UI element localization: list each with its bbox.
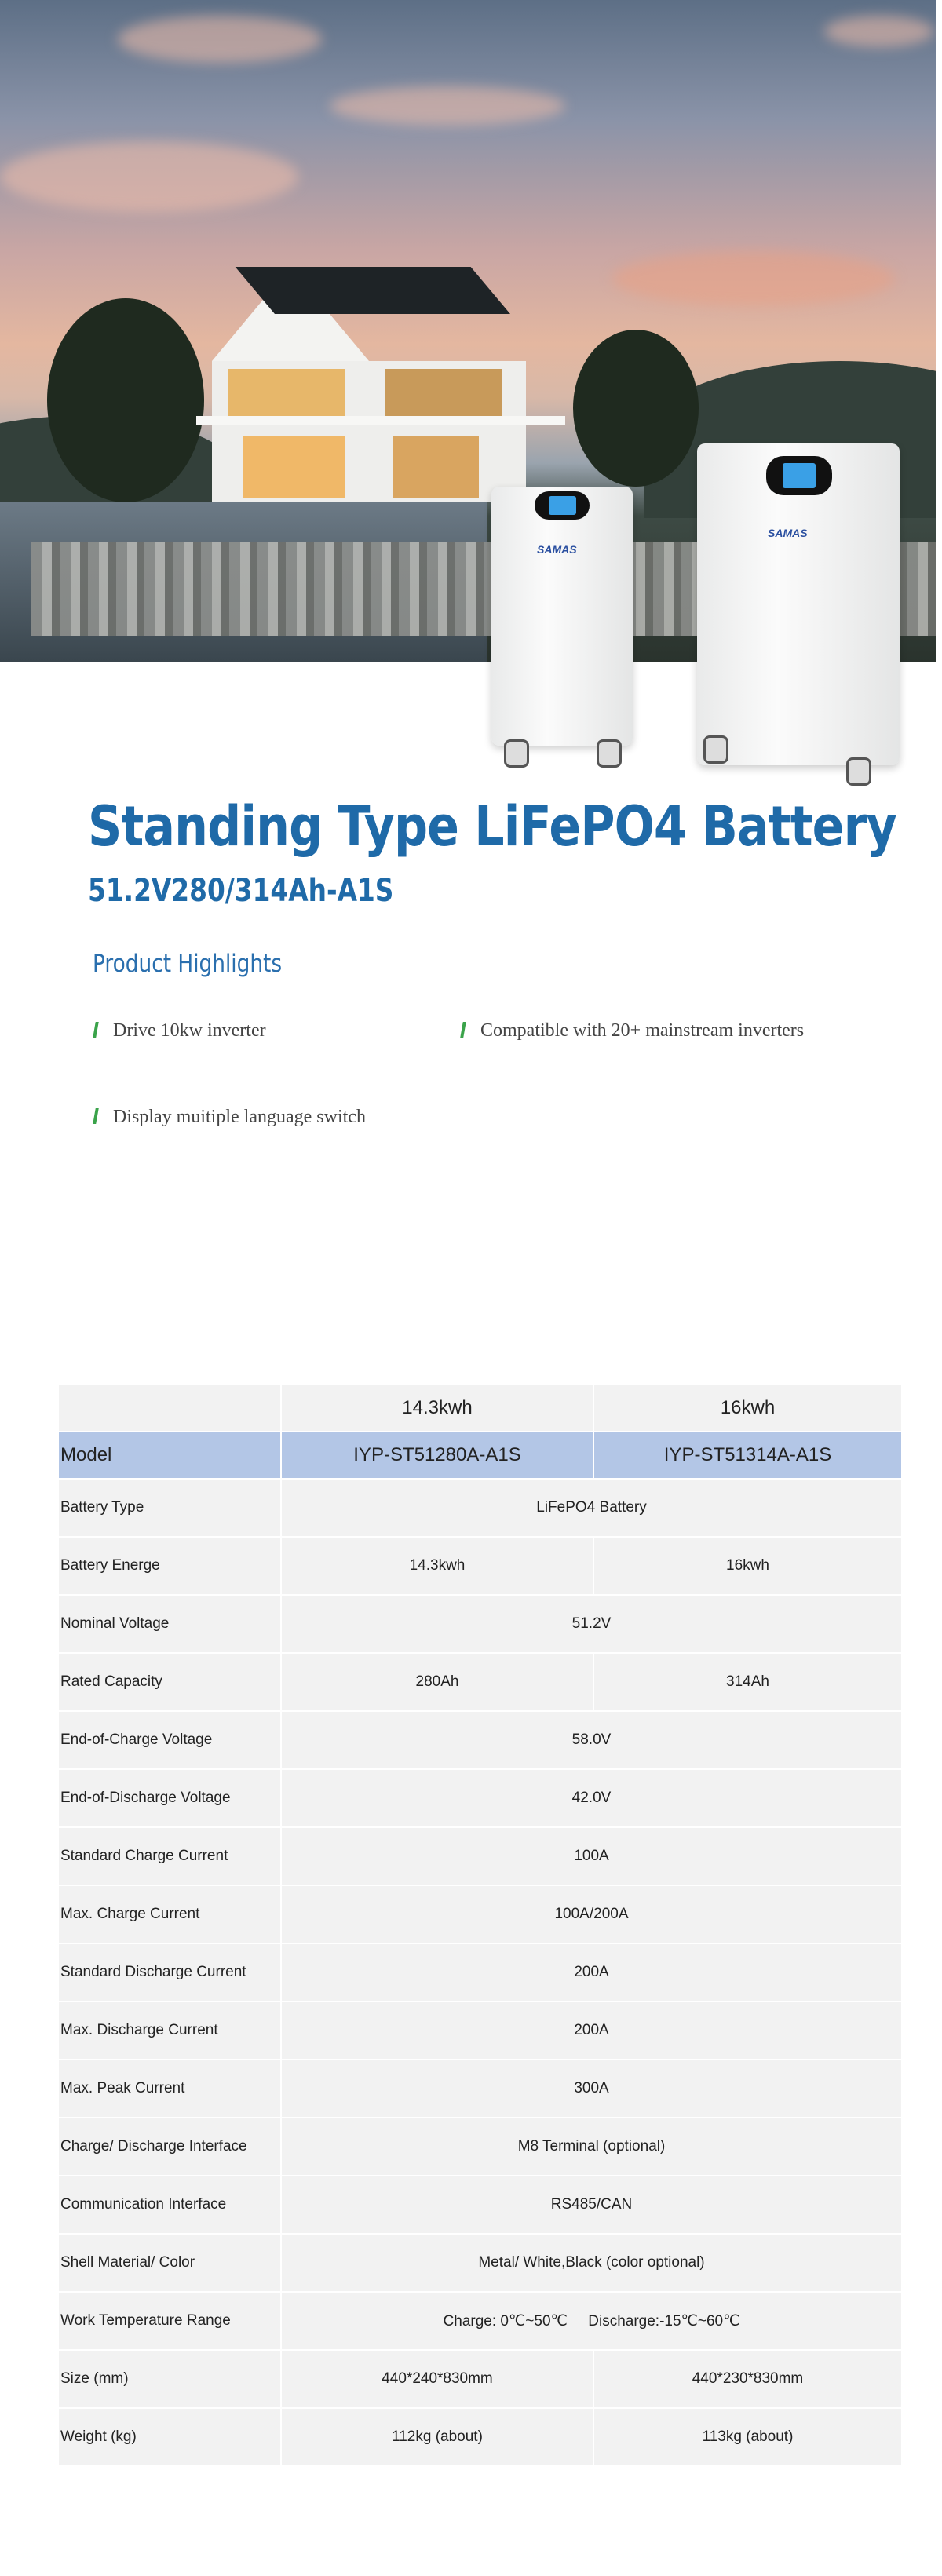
- table-row: Battery Type LiFePO4 Battery: [57, 1478, 903, 1538]
- table-row: End-of-Charge Voltage 58.0V: [57, 1710, 903, 1770]
- brand-logo: SAMAS: [768, 527, 808, 539]
- table-row: Communication Interface RS485/CAN: [57, 2175, 903, 2235]
- row-value: 112kg (about): [280, 2407, 594, 2467]
- row-value: 58.0V: [280, 1710, 903, 1770]
- row-value: 280Ah: [280, 1652, 594, 1712]
- header-cell: [57, 1384, 282, 1432]
- model-cell: IYP-ST51314A-A1S: [593, 1431, 903, 1480]
- brand-logo: SAMAS: [537, 543, 577, 556]
- row-value: 200A: [280, 1943, 903, 2002]
- model-label: Model: [57, 1431, 282, 1480]
- highlight-item: Drive 10kw inverter: [93, 1020, 266, 1042]
- spec-table: 14.3kwh 16kwh Model IYP-ST51280A-A1S IYP…: [57, 1384, 903, 2467]
- highlight-text: Display muitiple language switch: [113, 1107, 366, 1127]
- highlight-text: Compatible with 20+ mainstream inverters: [480, 1020, 805, 1041]
- row-label: Standard Charge Current: [57, 1826, 282, 1886]
- row-label: Max. Peak Current: [57, 2059, 282, 2118]
- highlights-heading: Product Highlights: [93, 950, 283, 978]
- table-row: Weight (kg) 112kg (about) 113kg (about): [57, 2407, 903, 2467]
- table-row: Standard Discharge Current 200A: [57, 1943, 903, 2002]
- header-cell: 16kwh: [593, 1384, 903, 1432]
- table-row: End-of-Discharge Voltage 42.0V: [57, 1768, 903, 1828]
- row-value: 113kg (about): [593, 2407, 903, 2467]
- row-label: Size (mm): [57, 2349, 282, 2409]
- row-value: M8 Terminal (optional): [280, 2117, 903, 2176]
- row-value: 440*230*830mm: [593, 2349, 903, 2409]
- row-value: Charge: 0℃~50℃ Discharge:-15℃~60℃: [280, 2291, 903, 2351]
- model-row: Model IYP-ST51280A-A1S IYP-ST51314A-A1S: [57, 1431, 903, 1480]
- row-value: 42.0V: [280, 1768, 903, 1828]
- page-title: Standing Type LiFePO4 Battery: [88, 794, 897, 859]
- row-value: RS485/CAN: [280, 2175, 903, 2235]
- row-value: 14.3kwh: [280, 1536, 594, 1596]
- bullet-bar-icon: [93, 1022, 99, 1038]
- row-label: Shell Material/ Color: [57, 2233, 282, 2293]
- row-value: LiFePO4 Battery: [280, 1478, 903, 1538]
- row-value: 51.2V: [280, 1594, 903, 1654]
- row-value: 100A: [280, 1826, 903, 1886]
- bullet-bar-icon: [93, 1108, 99, 1124]
- row-label: Battery Energe: [57, 1536, 282, 1596]
- table-row: Rated Capacity 280Ah 314Ah: [57, 1652, 903, 1712]
- battery-unit-small: SAMAS: [491, 487, 633, 768]
- row-label: Weight (kg): [57, 2407, 282, 2467]
- table-row: Max. Charge Current 100A/200A: [57, 1885, 903, 1944]
- row-value: Metal/ White,Black (color optional): [280, 2233, 903, 2293]
- row-label: Max. Discharge Current: [57, 2001, 282, 2060]
- row-value: 16kwh: [593, 1536, 903, 1596]
- row-value: 440*240*830mm: [280, 2349, 594, 2409]
- row-label: Communication Interface: [57, 2175, 282, 2235]
- table-row: Nominal Voltage 51.2V: [57, 1594, 903, 1654]
- row-label: End-of-Charge Voltage: [57, 1710, 282, 1770]
- table-row: Work Temperature Range Charge: 0℃~50℃ Dis…: [57, 2291, 903, 2351]
- row-label: Rated Capacity: [57, 1652, 282, 1712]
- table-row: Max. Discharge Current 200A: [57, 2001, 903, 2060]
- row-value: 200A: [280, 2001, 903, 2060]
- row-label: Work Temperature Range: [57, 2291, 282, 2351]
- house-illustration: [181, 267, 565, 502]
- highlight-item: Display muitiple language switch: [93, 1107, 366, 1128]
- hero-image: [0, 0, 936, 662]
- row-label: Standard Discharge Current: [57, 1943, 282, 2002]
- table-row: Charge/ Discharge Interface M8 Terminal (…: [57, 2117, 903, 2176]
- table-row: Shell Material/ Color Metal/ White,Black …: [57, 2233, 903, 2293]
- row-label: Charge/ Discharge Interface: [57, 2117, 282, 2176]
- table-header-row: 14.3kwh 16kwh: [57, 1384, 903, 1432]
- row-label: Battery Type: [57, 1478, 282, 1538]
- page-subtitle: 51.2V280/314Ah-A1S: [88, 873, 394, 909]
- bullet-bar-icon: [460, 1022, 466, 1038]
- row-label: Max. Charge Current: [57, 1885, 282, 1944]
- row-label: Nominal Voltage: [57, 1594, 282, 1654]
- row-value: 314Ah: [593, 1652, 903, 1712]
- table-row: Battery Energe 14.3kwh 16kwh: [57, 1536, 903, 1596]
- battery-unit-large: SAMAS: [697, 443, 900, 786]
- row-label: End-of-Discharge Voltage: [57, 1768, 282, 1828]
- model-cell: IYP-ST51280A-A1S: [280, 1431, 594, 1480]
- row-value: 100A/200A: [280, 1885, 903, 1944]
- highlight-text: Drive 10kw inverter: [113, 1020, 266, 1041]
- table-row: Standard Charge Current 100A: [57, 1826, 903, 1886]
- highlight-item: Compatible with 20+ mainstream inverters: [460, 1020, 805, 1042]
- table-row: Max. Peak Current 300A: [57, 2059, 903, 2118]
- header-cell: 14.3kwh: [280, 1384, 594, 1432]
- table-row: Size (mm) 440*240*830mm 440*230*830mm: [57, 2349, 903, 2409]
- row-value: 300A: [280, 2059, 903, 2118]
